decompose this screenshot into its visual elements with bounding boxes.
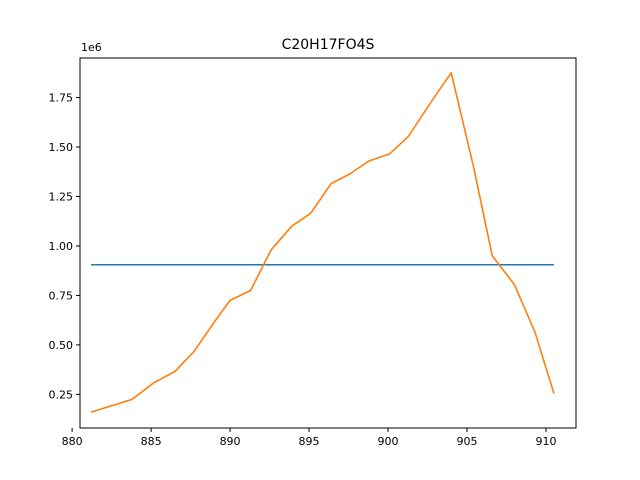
series-line-2: [90, 72, 555, 413]
x-axis: 880 885 890 895 900 905 910: [62, 428, 556, 448]
x-tick-label: 890: [220, 435, 241, 448]
y-tick-label: 0.50: [49, 339, 74, 352]
y-tick-label: 1.50: [49, 141, 74, 154]
y-tick-label: 0.25: [49, 388, 74, 401]
x-tick-label: 880: [62, 435, 83, 448]
plot-series: [90, 72, 555, 413]
x-tick-label: 905: [457, 435, 478, 448]
x-tick-label: 910: [535, 435, 556, 448]
plot-frame: [79, 57, 577, 429]
y-tick-label: 1.25: [49, 191, 74, 204]
y-axis-offset-label: 1e6: [81, 41, 102, 54]
x-tick-label: 885: [141, 435, 162, 448]
y-tick-label: 1.75: [49, 92, 74, 105]
x-tick-label: 895: [299, 435, 320, 448]
x-tick-label: 900: [378, 435, 399, 448]
y-tick-label: 1.00: [49, 240, 74, 253]
y-axis: 0.25 0.50 0.75 1.00 1.25 1.50 1.75: [49, 92, 80, 401]
chart-title: C20H17FO4S: [282, 37, 375, 53]
y-tick-label: 0.75: [49, 289, 74, 302]
